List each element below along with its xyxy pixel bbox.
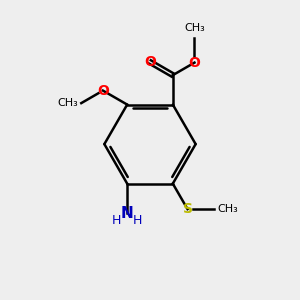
Text: CH₃: CH₃ — [184, 23, 205, 33]
Text: O: O — [144, 55, 156, 69]
Text: S: S — [182, 202, 193, 216]
Text: CH₃: CH₃ — [58, 98, 78, 108]
Text: O: O — [189, 56, 200, 70]
Text: H: H — [112, 214, 122, 227]
Text: N: N — [121, 206, 134, 220]
Text: O: O — [97, 84, 109, 98]
Text: H: H — [133, 214, 142, 227]
Text: CH₃: CH₃ — [217, 204, 238, 214]
